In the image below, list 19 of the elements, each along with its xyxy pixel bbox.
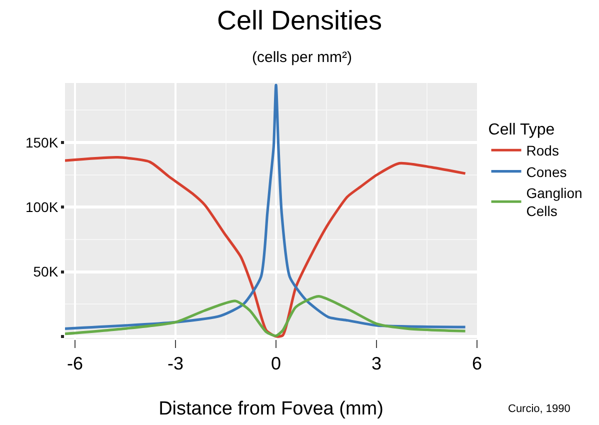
legend-label: Rods	[526, 142, 559, 159]
line-series	[65, 156, 467, 338]
y-tick-label: 100K	[25, 199, 59, 216]
line-series	[65, 295, 467, 338]
chart-title: Cell Densities	[216, 6, 382, 36]
legend-label: Cones	[526, 164, 567, 180]
text: Curcio, 1990	[508, 403, 570, 415]
x-tick-label: 6	[472, 354, 482, 374]
x-tick-label: 0	[271, 354, 282, 374]
y-tick-label: 50K	[33, 264, 59, 280]
x-tick-label: -3	[168, 354, 184, 374]
legend-title: Cell Type	[488, 122, 555, 139]
chart-subtitle: (cells per mm²)	[252, 49, 352, 66]
x-tick-label: -6	[67, 354, 84, 374]
line-series	[65, 84, 467, 330]
y-tick-label: 150K	[25, 134, 59, 150]
legend-label: Ganglion Cells	[526, 184, 582, 220]
x-axis-title: Distance from Fovea (mm)	[158, 398, 384, 420]
x-tick-label: 3	[372, 354, 382, 374]
